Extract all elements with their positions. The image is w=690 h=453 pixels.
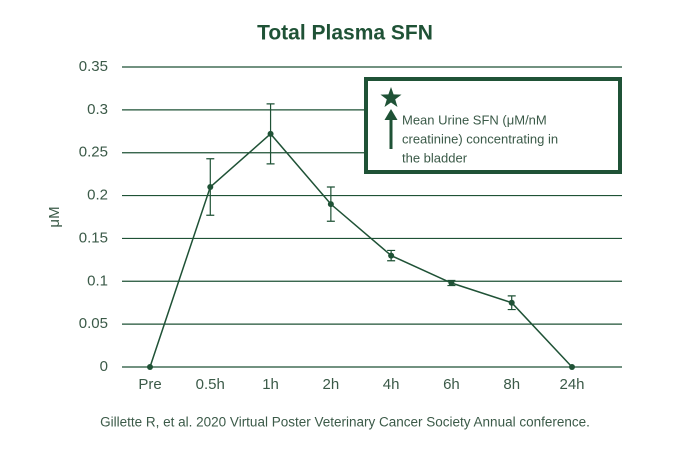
data-point (448, 280, 455, 286)
data-point (327, 201, 334, 208)
x-tick-label: 2h (323, 376, 340, 393)
y-tick-label: 0.3 (87, 101, 108, 118)
data-point (508, 299, 515, 306)
chart-title: Total Plasma SFN (257, 22, 433, 45)
legend-text: creatinine) concentrating in (402, 131, 558, 146)
x-tick-label: 6h (443, 376, 460, 393)
x-tick-label: 24h (559, 376, 584, 393)
data-point (147, 364, 153, 370)
y-axis-label: μM (46, 206, 63, 227)
data-line (149, 132, 573, 368)
y-tick-label: 0.1 (87, 272, 108, 289)
x-tick-label: Pre (138, 376, 161, 393)
y-tick-label: 0.05 (79, 315, 108, 332)
data-point (267, 130, 274, 137)
y-tick-label: 0 (100, 358, 108, 375)
x-tick-label: 0.5h (196, 376, 225, 393)
arrow-head (384, 109, 398, 120)
y-tick-label: 0.2 (87, 187, 108, 204)
legend-text: the bladder (402, 150, 468, 165)
data-point (388, 252, 395, 259)
legend-box (364, 77, 622, 174)
star-icon (380, 87, 402, 107)
data-point (207, 184, 214, 190)
data-point (569, 364, 575, 370)
y-tick-label: 0.25 (79, 144, 108, 161)
footnote: Gillette R, et al. 2020 Virtual Poster V… (100, 415, 590, 430)
y-tick-label: 0.15 (79, 229, 108, 246)
x-tick-label: 8h (503, 376, 520, 393)
legend-text: Mean Urine SFN (μM/nM (402, 112, 547, 127)
legend: Mean Urine SFN (μM/nM creatinine) concent… (364, 77, 622, 174)
x-tick-label: 4h (383, 376, 400, 393)
x-tick-label: 1h (262, 376, 279, 393)
y-tick-label: 0.35 (79, 58, 108, 75)
